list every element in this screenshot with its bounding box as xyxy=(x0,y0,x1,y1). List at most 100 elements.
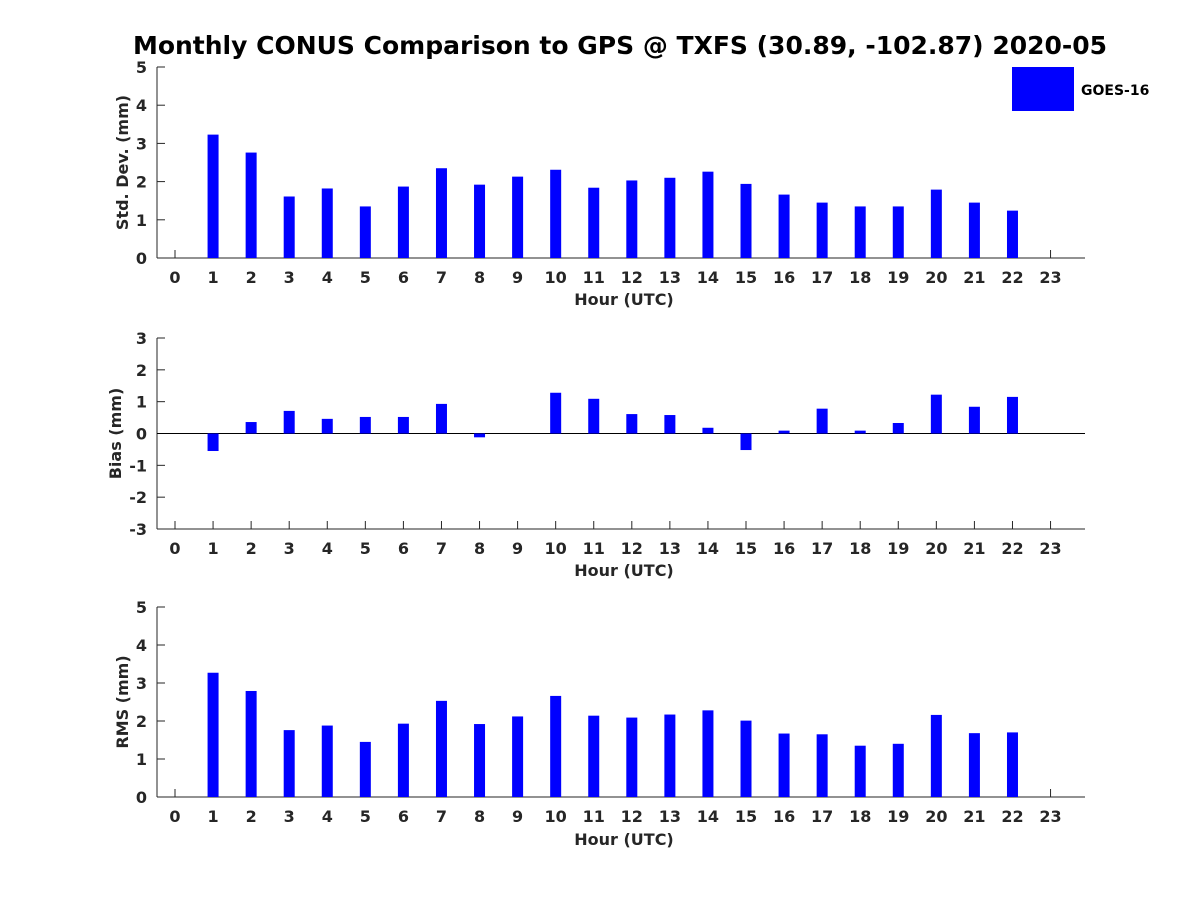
x-tick-label: 1 xyxy=(207,268,218,287)
x-tick-label: 5 xyxy=(360,539,371,558)
x-tick-label: 3 xyxy=(284,807,295,826)
x-tick-label: 20 xyxy=(925,807,947,826)
bar-hour-17 xyxy=(816,734,828,797)
bar-hour-20 xyxy=(930,189,942,258)
bar-hour-22 xyxy=(1006,732,1018,797)
bar-hour-21 xyxy=(968,202,980,258)
x-tick-label: 4 xyxy=(322,807,333,826)
x-tick-label: 8 xyxy=(474,539,485,558)
bar-hour-11 xyxy=(588,398,600,434)
bar-hour-11 xyxy=(588,187,600,258)
x-tick-label: 14 xyxy=(697,268,719,287)
y-tick-label: 5 xyxy=(136,58,147,77)
bar-hour-1 xyxy=(207,433,219,452)
x-tick-label: 21 xyxy=(963,807,985,826)
y-tick-label: 3 xyxy=(136,674,147,693)
bar-hour-18 xyxy=(854,430,866,434)
x-tick-label: 18 xyxy=(849,807,871,826)
x-tick-label: 2 xyxy=(246,539,257,558)
x-tick-label: 12 xyxy=(621,539,643,558)
y-tick-label: 3 xyxy=(136,329,147,348)
x-tick-label: 9 xyxy=(512,539,523,558)
bar-hour-15 xyxy=(740,183,752,258)
x-tick-label: 9 xyxy=(512,807,523,826)
y-tick-label: -3 xyxy=(129,520,147,539)
x-tick-label: 22 xyxy=(1001,268,1023,287)
bar-hour-8 xyxy=(474,433,486,438)
x-tick-label: 18 xyxy=(849,268,871,287)
bar-hour-6 xyxy=(397,186,409,258)
bar-hour-2 xyxy=(245,422,257,434)
x-tick-label: 0 xyxy=(169,268,180,287)
bar-hour-3 xyxy=(283,196,295,258)
bar-hour-3 xyxy=(283,730,295,797)
y-tick-label: -1 xyxy=(129,456,147,475)
bar-hour-13 xyxy=(664,177,676,258)
x-tick-label: 1 xyxy=(207,539,218,558)
y-axis-label: RMS (mm) xyxy=(113,655,132,748)
bar-hour-7 xyxy=(435,403,447,434)
x-tick-label: 11 xyxy=(583,539,605,558)
x-tick-label: 17 xyxy=(811,539,833,558)
x-tick-label: 22 xyxy=(1001,539,1023,558)
y-tick-label: 3 xyxy=(136,134,147,153)
y-tick-label: 5 xyxy=(136,598,147,617)
x-tick-label: 13 xyxy=(659,807,681,826)
x-tick-label: 7 xyxy=(436,807,447,826)
x-tick-label: 3 xyxy=(284,268,295,287)
y-tick-label: 2 xyxy=(136,173,147,192)
y-tick-label: 2 xyxy=(136,712,147,731)
x-tick-label: 0 xyxy=(169,539,180,558)
x-tick-label: 13 xyxy=(659,539,681,558)
x-tick-label: 14 xyxy=(697,539,719,558)
y-tick-label: 0 xyxy=(136,249,147,268)
x-tick-label: 10 xyxy=(545,539,567,558)
x-tick-label: 4 xyxy=(322,268,333,287)
bar-hour-3 xyxy=(283,410,295,434)
bar-hour-2 xyxy=(245,152,257,258)
x-tick-label: 9 xyxy=(512,268,523,287)
x-tick-label: 10 xyxy=(545,268,567,287)
x-tick-label: 17 xyxy=(811,268,833,287)
chart-title: Monthly CONUS Comparison to GPS @ TXFS (… xyxy=(133,31,1107,60)
x-tick-label: 8 xyxy=(474,268,485,287)
x-tick-label: 16 xyxy=(773,807,795,826)
x-tick-label: 6 xyxy=(398,539,409,558)
bar-hour-10 xyxy=(550,169,562,258)
x-tick-label: 19 xyxy=(887,268,909,287)
x-tick-label: 20 xyxy=(925,268,947,287)
bar-hour-18 xyxy=(854,206,866,258)
y-tick-label: 4 xyxy=(136,96,147,115)
x-tick-label: 12 xyxy=(621,807,643,826)
y-tick-label: 2 xyxy=(136,361,147,380)
bar-hour-8 xyxy=(474,724,486,797)
bar-hour-6 xyxy=(397,723,409,797)
x-tick-label: 0 xyxy=(169,807,180,826)
legend-label: GOES-16 xyxy=(1081,83,1149,99)
x-tick-label: 7 xyxy=(436,268,447,287)
x-tick-label: 23 xyxy=(1039,268,1061,287)
x-tick-label: 11 xyxy=(583,268,605,287)
bar-hour-17 xyxy=(816,202,828,258)
bar-hour-5 xyxy=(359,741,371,797)
x-tick-label: 23 xyxy=(1039,807,1061,826)
bar-hour-20 xyxy=(930,714,942,797)
bar-hour-11 xyxy=(588,715,600,797)
x-tick-label: 3 xyxy=(284,539,295,558)
x-axis-label: Hour (UTC) xyxy=(574,830,674,849)
x-tick-label: 23 xyxy=(1039,539,1061,558)
x-tick-label: 8 xyxy=(474,807,485,826)
bar-hour-5 xyxy=(359,206,371,258)
bar-hour-8 xyxy=(474,184,486,258)
x-tick-label: 15 xyxy=(735,807,757,826)
legend-swatch xyxy=(1012,67,1074,111)
x-tick-label: 15 xyxy=(735,539,757,558)
bar-hour-12 xyxy=(626,414,638,434)
bar-hour-1 xyxy=(207,134,219,258)
x-tick-label: 14 xyxy=(697,807,719,826)
bar-hour-12 xyxy=(626,180,638,258)
y-axis-label: Bias (mm) xyxy=(106,388,125,480)
x-axis-label: Hour (UTC) xyxy=(574,290,674,309)
